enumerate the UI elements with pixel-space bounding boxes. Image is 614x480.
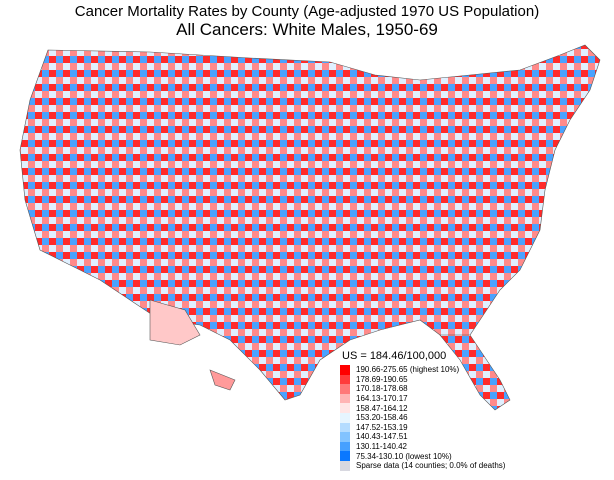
legend-swatch xyxy=(340,432,350,442)
legend-item: 130.11-140.42 xyxy=(340,441,505,452)
map-subtitle: All Cancers: White Males, 1950-69 xyxy=(176,20,438,39)
legend-swatch xyxy=(340,374,350,385)
legend-item: 190.66-275.65 (highest 10%) xyxy=(340,365,505,375)
us-rate-label: US = 184.46/100,000 xyxy=(342,350,447,362)
legend-item: 153.20-158.46 xyxy=(340,412,505,423)
contiguous-us-shape xyxy=(19,44,601,401)
legend-item: 170.18-178.68 xyxy=(340,384,505,394)
florida-shape xyxy=(439,334,511,411)
legend-item: 158.47-164.12 xyxy=(340,403,505,413)
legend-item: 147.52-153.19 xyxy=(340,422,505,433)
legend-swatch xyxy=(340,422,350,433)
legend-swatch xyxy=(340,384,350,394)
legend-item: 178.69-190.65 xyxy=(340,374,505,385)
alaska-shape xyxy=(149,299,201,346)
legend-item: 75.34-130.10 (lowest 10%) xyxy=(340,451,505,461)
legend-swatch xyxy=(340,441,350,452)
legend-item: Sparse data (14 counties; 0.0% of deaths… xyxy=(340,460,505,471)
legend-item: 140.43-147.51 xyxy=(340,432,505,442)
legend-swatch xyxy=(340,412,350,423)
map-title: Cancer Mortality Rates by County (Age-ad… xyxy=(74,3,540,20)
legend-swatch xyxy=(340,451,350,461)
legend-item: 164.13-170.17 xyxy=(340,393,505,404)
hawaii-shape xyxy=(209,369,236,391)
legend-swatch xyxy=(340,393,350,404)
legend-swatch xyxy=(340,460,350,471)
legend-swatch xyxy=(340,403,350,413)
legend-swatch xyxy=(340,365,350,375)
map-legend: US = 184.46/100,000 190.66-275.65 (highe… xyxy=(340,350,505,471)
